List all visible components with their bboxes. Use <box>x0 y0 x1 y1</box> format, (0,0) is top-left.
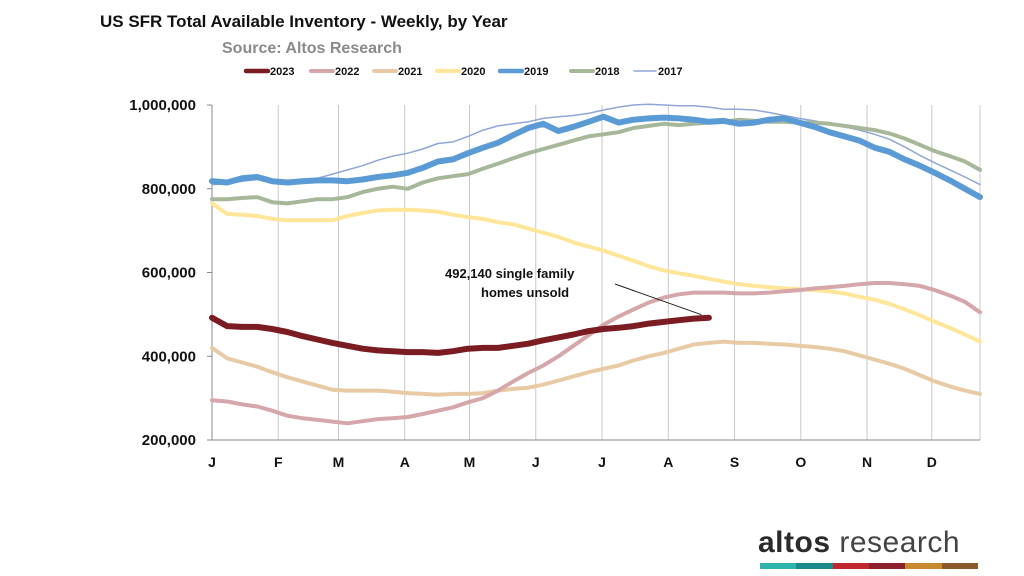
series-line-2018 <box>210 117 982 206</box>
y-tick-label: 400,000 <box>142 348 196 365</box>
y-tick-label: 600,000 <box>142 265 196 282</box>
logo-bar-segment <box>796 563 833 569</box>
series-layer <box>209 103 983 426</box>
legend: 2023 2022 2021 2020 2019 2018 2017 <box>243 66 682 78</box>
legend-label-2020: 2020 <box>461 66 485 78</box>
chart-title: US SFR Total Available Inventory - Weekl… <box>100 12 508 31</box>
logo-word-research: research <box>839 526 961 559</box>
logo-color-bar <box>760 563 978 569</box>
series-line-2023 <box>209 314 712 356</box>
x-tick-label: J <box>598 454 606 470</box>
y-axis-ticks: 200,000 400,000 600,000 800,000 1,000,000 <box>129 97 212 449</box>
series-line-2020 <box>210 201 982 344</box>
legend-label-2019: 2019 <box>524 66 548 78</box>
annotation-line-1: 492,140 single family <box>445 266 575 281</box>
logo-word-altos: altos <box>758 526 831 559</box>
annotation-leader-line <box>614 283 702 316</box>
logo-bar-segment <box>905 563 942 569</box>
logo-bar-segment <box>941 563 978 569</box>
x-tick-label: A <box>400 454 410 470</box>
logo-bar-segment <box>832 563 869 569</box>
legend-label-2022: 2022 <box>335 66 359 78</box>
x-tick-label: J <box>208 454 216 470</box>
x-tick-label: J <box>532 454 540 470</box>
legend-label-2023: 2023 <box>270 66 294 78</box>
y-tick-label: 200,000 <box>142 432 196 449</box>
x-tick-label: M <box>333 454 345 470</box>
chart-subtitle: Source: Altos Research <box>222 40 402 57</box>
legend-label-2021: 2021 <box>398 66 422 78</box>
x-tick-label: O <box>795 454 806 470</box>
series-line-2022 <box>210 281 982 426</box>
y-tick-label: 1,000,000 <box>129 97 196 114</box>
altos-research-logo: altos research <box>758 526 960 560</box>
series-line-2021 <box>210 339 982 397</box>
x-tick-label: S <box>730 454 739 470</box>
logo-bar-segment <box>760 563 797 569</box>
annotation: 492,140 single family homes unsold <box>445 266 702 316</box>
annotation-line-2: homes unsold <box>481 285 569 300</box>
x-tick-label: M <box>464 454 476 470</box>
x-tick-label: F <box>274 454 283 470</box>
series-line-2019 <box>209 113 983 201</box>
legend-label-2018: 2018 <box>595 66 619 78</box>
y-tick-label: 800,000 <box>142 181 196 198</box>
logo-bar-segment <box>868 563 906 569</box>
legend-label-2017: 2017 <box>658 66 682 78</box>
x-tick-label: A <box>663 454 673 470</box>
x-tick-label: N <box>862 454 872 470</box>
x-tick-label: D <box>927 454 937 470</box>
